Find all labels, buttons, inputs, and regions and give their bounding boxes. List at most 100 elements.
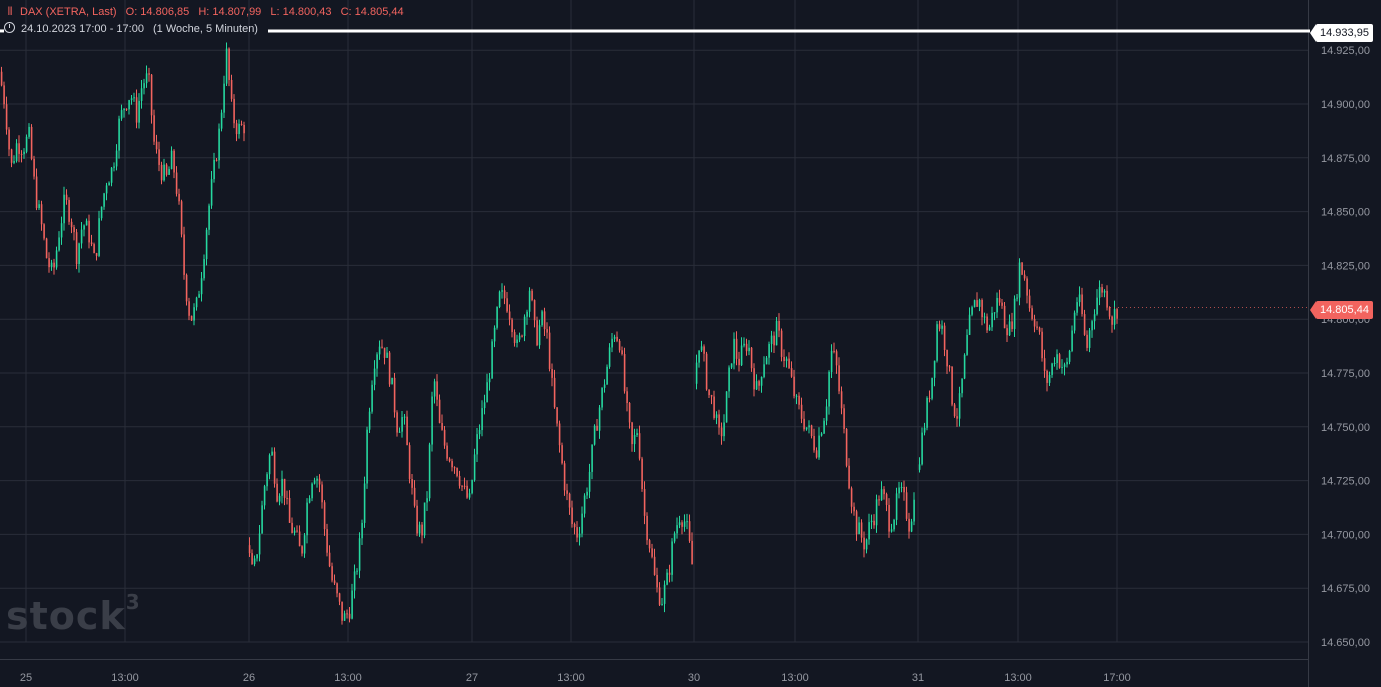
candle-body bbox=[328, 552, 331, 567]
candle-body bbox=[673, 533, 676, 542]
candle-body bbox=[888, 504, 890, 532]
candle-body bbox=[686, 521, 688, 523]
candle-body bbox=[638, 433, 641, 459]
candle-body bbox=[343, 613, 346, 621]
candle-body bbox=[376, 354, 378, 369]
candle-body bbox=[1083, 314, 1086, 335]
candle-body bbox=[3, 85, 5, 105]
candle-body bbox=[558, 423, 561, 446]
candle-body bbox=[0, 71, 3, 86]
candle-body bbox=[740, 345, 743, 366]
candle-body bbox=[695, 362, 698, 384]
candle-body bbox=[8, 129, 10, 150]
price-tick-label: 14.875,00 bbox=[1321, 153, 1370, 165]
candle-body bbox=[760, 376, 763, 386]
candle-body bbox=[478, 430, 481, 435]
candle-body bbox=[885, 494, 888, 505]
candle-body bbox=[986, 316, 988, 331]
candle-body bbox=[1111, 316, 1113, 325]
candle-body bbox=[195, 297, 198, 308]
candle-body bbox=[838, 365, 840, 392]
candle-body bbox=[346, 613, 348, 615]
candle-body bbox=[810, 425, 813, 437]
candle-body bbox=[646, 515, 648, 541]
candle-body bbox=[466, 485, 468, 498]
candle-body bbox=[993, 312, 996, 314]
candle-body bbox=[488, 378, 491, 383]
candle-body bbox=[363, 483, 366, 523]
candle-body bbox=[586, 491, 588, 496]
candle-body bbox=[1026, 278, 1028, 296]
candle-body bbox=[513, 332, 516, 343]
candle-body bbox=[785, 358, 788, 361]
time-tick-label: 17:00 bbox=[1103, 672, 1131, 684]
time-tick-label: 13:00 bbox=[557, 672, 585, 684]
candle-body bbox=[193, 307, 195, 321]
candle-body bbox=[103, 193, 105, 207]
candle-body bbox=[523, 316, 526, 337]
range-label: (1 Woche, 5 Minuten) bbox=[153, 23, 258, 35]
candle-body bbox=[50, 262, 53, 268]
candle-body bbox=[88, 220, 90, 243]
candle-body bbox=[281, 478, 283, 496]
candle-body bbox=[618, 340, 621, 351]
candle-body bbox=[25, 136, 28, 152]
candle-body bbox=[1041, 331, 1043, 359]
candle-body bbox=[1011, 321, 1013, 329]
candle-body bbox=[855, 511, 858, 535]
candle-body bbox=[936, 324, 938, 361]
candle-body bbox=[636, 433, 638, 436]
candle-body bbox=[461, 485, 463, 487]
candle-body bbox=[235, 123, 238, 135]
candle-body bbox=[190, 315, 193, 321]
candle-body bbox=[40, 204, 43, 225]
candle-body bbox=[218, 128, 220, 161]
candle-body bbox=[441, 423, 443, 430]
candle-body bbox=[1066, 361, 1068, 365]
candle-body bbox=[808, 425, 810, 428]
candle-body bbox=[840, 391, 843, 409]
candle-body bbox=[498, 291, 501, 308]
candle-body bbox=[133, 97, 135, 99]
candle-body bbox=[383, 347, 386, 358]
candle-body bbox=[583, 495, 586, 514]
candle-body bbox=[175, 172, 178, 194]
candle-body bbox=[286, 497, 288, 499]
candle-body bbox=[393, 377, 396, 413]
candle-body bbox=[145, 73, 148, 84]
candle-body bbox=[1028, 295, 1031, 309]
candle-body bbox=[918, 464, 921, 470]
candle-body bbox=[180, 201, 183, 235]
candle-body bbox=[843, 408, 845, 429]
candle-body bbox=[568, 493, 571, 508]
candle-body bbox=[165, 164, 168, 175]
candle-body bbox=[813, 436, 815, 451]
candle-body bbox=[361, 522, 363, 539]
candle-body bbox=[293, 530, 296, 533]
candle-body bbox=[296, 530, 298, 532]
candle-body bbox=[971, 307, 973, 315]
candle-body bbox=[75, 232, 78, 265]
candle-body bbox=[33, 158, 35, 177]
candle-body bbox=[548, 332, 551, 369]
candle-body bbox=[123, 108, 125, 111]
candle-body bbox=[958, 393, 961, 419]
candle-body bbox=[433, 381, 436, 397]
open-value: O: 14.806,85 bbox=[125, 6, 190, 18]
candle-body bbox=[408, 445, 411, 480]
candle-body bbox=[155, 141, 158, 150]
candle-body bbox=[401, 417, 403, 432]
candle-body bbox=[850, 488, 853, 507]
candle-body bbox=[128, 100, 130, 110]
candle-body bbox=[875, 499, 878, 526]
candle-body bbox=[23, 151, 25, 155]
candle-body bbox=[738, 358, 740, 366]
candle-body bbox=[998, 297, 1001, 303]
candle-body bbox=[431, 396, 433, 445]
candle-body bbox=[653, 556, 656, 575]
candle-body bbox=[323, 502, 326, 530]
candle-body bbox=[471, 480, 473, 494]
candle-body bbox=[446, 445, 448, 459]
candle-body bbox=[598, 407, 601, 431]
